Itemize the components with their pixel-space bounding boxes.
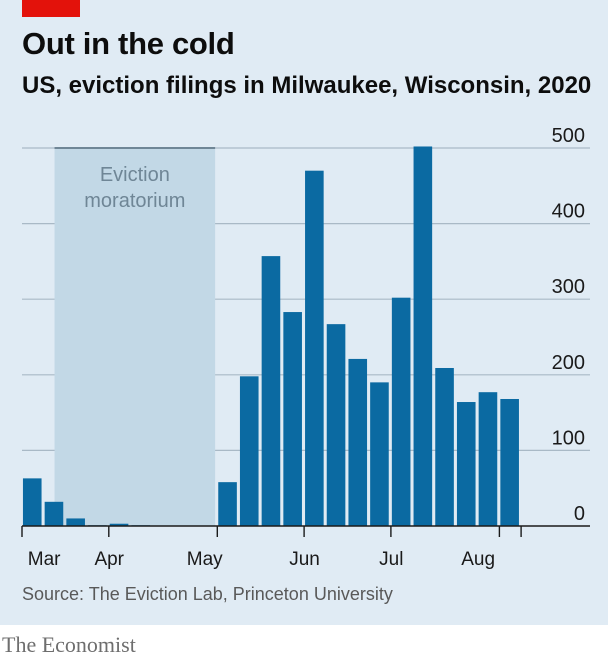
bar	[22, 478, 42, 526]
bar	[44, 501, 64, 526]
moratorium-label-line1: Eviction	[100, 164, 170, 186]
y-tick-label: 500	[552, 125, 585, 147]
brand-red-tag	[22, 0, 80, 17]
bar	[326, 324, 346, 526]
bar	[305, 170, 324, 526]
chart-subtitle: US, eviction filings in Milwaukee, Wisco…	[22, 72, 592, 99]
bar	[370, 382, 389, 526]
bar	[218, 482, 237, 526]
bar	[391, 297, 411, 526]
month-label: Jun	[289, 549, 320, 570]
publisher-logo: The Economist	[2, 632, 136, 657]
bar	[66, 518, 85, 526]
y-tick-label: 300	[552, 276, 585, 298]
month-label: May	[187, 549, 223, 570]
bar	[348, 358, 368, 526]
month-label: Jul	[379, 549, 403, 570]
bar	[456, 402, 476, 526]
y-tick-label: 400	[552, 201, 585, 223]
chart-title: Out in the cold	[22, 26, 235, 61]
y-tick-label: 200	[552, 352, 585, 374]
y-tick-label: 0	[574, 503, 585, 525]
bar	[239, 376, 259, 526]
moratorium-label-line2: moratorium	[84, 190, 185, 212]
bar	[283, 312, 302, 526]
x-axis-ticks	[21, 526, 522, 537]
bar	[261, 256, 281, 526]
y-axis-ticks: 0 100 200 300 400 500	[552, 125, 585, 525]
source-note: Source: The Eviction Lab, Princeton Univ…	[22, 584, 393, 604]
bar	[109, 523, 129, 526]
month-label: Apr	[94, 549, 124, 570]
x-axis-month-labels: Mar Apr May Jun Jul Aug	[28, 549, 495, 570]
y-tick-label: 100	[552, 427, 585, 449]
bar-chart: Eviction moratorium 0 100 200 300 400 500 Mar…	[21, 125, 590, 570]
bar	[500, 398, 519, 526]
month-label: Aug	[461, 549, 495, 570]
moratorium-shade	[54, 148, 216, 526]
bar	[413, 146, 433, 526]
bar-series	[22, 146, 519, 527]
month-label: Mar	[28, 549, 61, 570]
bar	[478, 392, 498, 526]
bar	[435, 367, 454, 526]
